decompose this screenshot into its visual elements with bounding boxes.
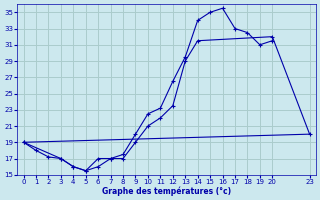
X-axis label: Graphe des températures (°c): Graphe des températures (°c) <box>102 186 231 196</box>
